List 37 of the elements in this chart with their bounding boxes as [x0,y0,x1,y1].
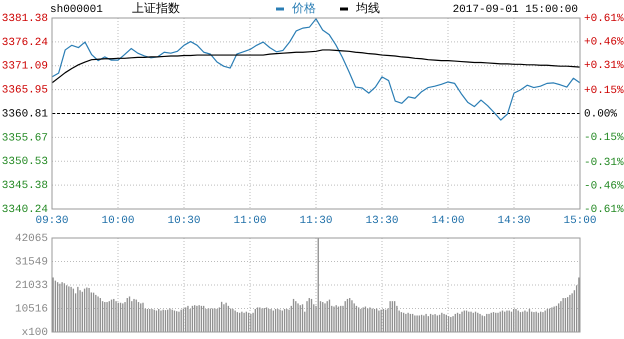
x-tick-label: 14:00 [431,214,465,227]
x-tick-label: 11:30 [299,214,333,227]
x-tick-label: 14:30 [497,214,531,227]
y2-tick-label: -0.31% [584,156,624,169]
legend-label: 价格 [291,1,316,16]
x-tick-label: 09:30 [35,214,69,227]
y2-tick-label: -0.46% [584,180,624,192]
y-tick-label: 42065 [14,232,48,245]
y-tick-label: 10516 [14,303,48,316]
y2-tick-label: +0.46% [584,36,624,48]
y-tick-label: x100 [22,326,48,339]
y-tick-label: 3355.67 [2,132,48,144]
y-tick-label: 3340.24 [2,204,48,216]
y-tick-label: 31549 [14,256,48,268]
x-tick-label: 13:30 [365,214,399,227]
y2-tick-label: -0.61% [584,204,624,216]
x-tick-label: 10:30 [167,214,201,227]
y2-tick-label: +0.15% [584,84,624,97]
y2-tick-label: -0.15% [584,132,624,144]
y-tick-label: 3376.24 [2,36,48,49]
chart-title: 上证指数 [132,1,180,16]
y-tick-label: 3381.38 [2,12,48,25]
y-tick-label: 3371.09 [2,60,48,73]
y-tick-label: 3350.53 [2,156,48,168]
y2-tick-label: +0.61% [584,12,624,25]
x-tick-label: 11:00 [233,214,267,227]
y-tick-label: 21033 [14,280,48,292]
text: 2017-09-01 15:00:00 [452,4,578,16]
x-tick-label: 10:00 [101,214,135,227]
y-tick-label: 3360.81 [2,108,48,120]
y2-tick-label: 0.00% [584,108,618,120]
x-tick-label: 15:00 [563,214,597,227]
legend-label: 均线 [355,1,380,16]
y-tick-label: 3345.38 [2,180,48,192]
chart-subtitle: sh000001 [50,4,104,16]
y2-tick-label: +0.31% [584,60,624,72]
y-tick-label: 3365.95 [2,84,48,97]
